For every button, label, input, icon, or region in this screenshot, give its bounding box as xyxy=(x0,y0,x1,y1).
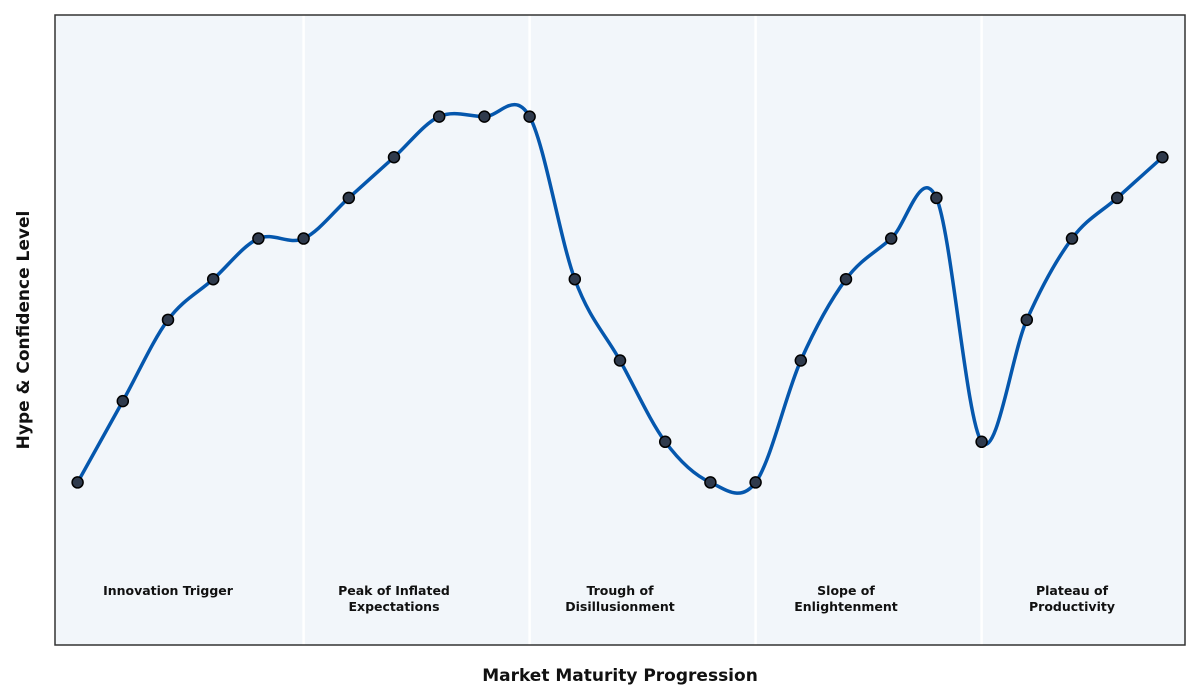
data-point-5 xyxy=(297,232,310,245)
data-point-15 xyxy=(749,476,762,489)
data-point-13 xyxy=(658,435,672,449)
data-point-7 xyxy=(387,151,401,164)
data-point-20 xyxy=(975,435,988,449)
phase-label-2: Peak of Inflated Expectations xyxy=(338,583,450,614)
data-point-12 xyxy=(613,354,627,367)
plot-area xyxy=(55,15,1185,645)
data-point-1 xyxy=(116,394,130,408)
data-point-4 xyxy=(252,232,265,245)
data-point-22 xyxy=(1065,232,1079,245)
data-point-6 xyxy=(342,191,356,205)
phase-label-3: Trough of Disillusionment xyxy=(565,583,674,614)
data-point-11 xyxy=(568,272,582,286)
data-point-24 xyxy=(1156,151,1169,164)
data-point-19 xyxy=(930,191,943,205)
data-point-16 xyxy=(794,354,808,367)
data-point-14 xyxy=(704,476,717,489)
plot-frame xyxy=(54,14,1186,646)
y-axis-label: Hype & Confidence Level xyxy=(14,211,34,450)
data-point-21 xyxy=(1020,313,1034,327)
data-point-3 xyxy=(206,272,220,286)
phase-label-4: Slope of Enlightenment xyxy=(794,583,898,614)
data-point-8 xyxy=(432,110,446,123)
data-point-0 xyxy=(71,476,84,489)
phase-label-5: Plateau of Productivity xyxy=(1029,583,1115,614)
data-point-23 xyxy=(1110,191,1124,205)
x-axis-label: Market Maturity Progression xyxy=(482,666,758,686)
phase-label-1: Innovation Trigger xyxy=(103,583,234,598)
data-point-18 xyxy=(884,232,898,245)
phase-labels: Innovation Trigger Peak of Inflated Expect… xyxy=(103,583,1115,614)
data-point-2 xyxy=(161,313,175,327)
data-point-10 xyxy=(523,110,536,123)
data-point-17 xyxy=(839,272,853,286)
data-point-9 xyxy=(478,110,491,123)
data-markers xyxy=(71,110,1169,489)
